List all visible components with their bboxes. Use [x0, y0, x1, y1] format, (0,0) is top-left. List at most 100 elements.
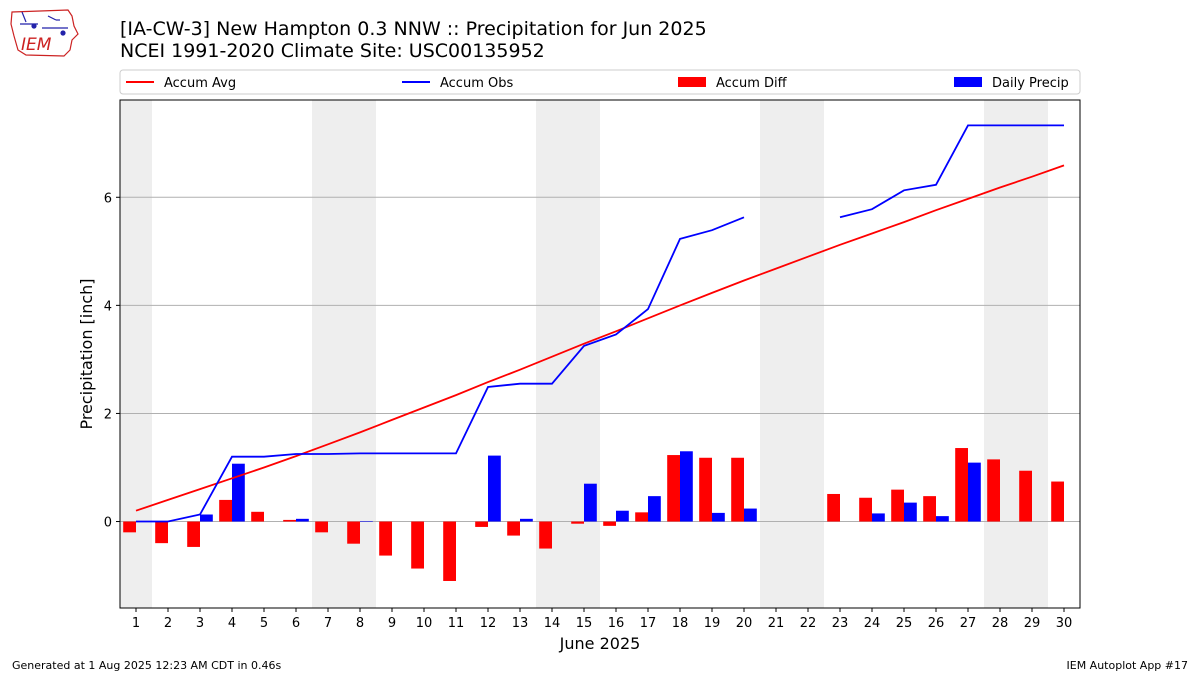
accum-diff-bar [283, 519, 296, 522]
x-tick-label: 12 [480, 616, 497, 631]
weekend-shade [792, 100, 824, 608]
accum-diff-bar [475, 521, 488, 527]
x-tick-label: 28 [992, 616, 1009, 631]
accum-diff-bar [251, 511, 264, 522]
daily-precip-bar [584, 483, 597, 522]
x-tick-label: 13 [512, 616, 529, 631]
x-tick-label: 16 [608, 616, 625, 631]
x-tick-label: 6 [292, 616, 300, 631]
accum-diff-bar [1051, 481, 1064, 522]
daily-precip-bar [872, 513, 885, 522]
accum-diff-bar [443, 521, 456, 581]
plot-frame [119, 99, 1081, 609]
x-tick-label: 17 [640, 616, 657, 631]
accum-diff-bar [891, 489, 904, 522]
x-tick-label: 23 [832, 616, 849, 631]
accum-diff-bar [635, 512, 648, 522]
accum-diff-bar [411, 521, 424, 569]
title-line-1: [IA-CW-3] New Hampton 0.3 NNW :: Precipi… [120, 18, 707, 40]
x-tick-label: 7 [324, 616, 332, 631]
y-tick-label: 2 [104, 407, 112, 422]
daily-precip-bar [936, 516, 949, 522]
daily-precip-bar [200, 514, 213, 522]
legend-label: Accum Diff [716, 76, 788, 91]
accum-diff-bar [667, 455, 680, 522]
accum-diff-bar [187, 521, 200, 547]
x-tick-label: 29 [1024, 616, 1041, 631]
x-tick-label: 27 [960, 616, 977, 631]
weekend-shade [1016, 100, 1048, 608]
accum-diff-bar [379, 521, 392, 556]
accum-diff-bar [539, 521, 552, 549]
chart-title: [IA-CW-3] New Hampton 0.3 NNW :: Precipi… [120, 18, 707, 62]
weekend-shade [568, 100, 600, 608]
daily-precip-bar [744, 508, 757, 522]
x-tick-label: 15 [576, 616, 593, 631]
y-tick-label: 6 [104, 191, 112, 206]
daily-precip-bar [488, 455, 501, 522]
accum-diff-bar [315, 521, 328, 533]
x-tick-label: 10 [416, 616, 433, 631]
accum-obs-line [136, 124, 1064, 523]
x-tick-label: 9 [388, 616, 396, 631]
x-tick-label: 19 [704, 616, 721, 631]
y-tick-label: 0 [104, 516, 112, 531]
x-axis-label: June 2025 [559, 634, 641, 653]
legend-swatch-bar [954, 77, 982, 87]
daily-precip-bar [360, 520, 373, 522]
legend-swatch-bar [678, 77, 706, 87]
x-tick-label: 4 [228, 616, 236, 631]
accum-diff-bar [827, 493, 840, 522]
x-tick-label: 5 [260, 616, 268, 631]
iem-logo: IEM [8, 6, 80, 58]
x-tick-label: 21 [768, 616, 785, 631]
daily-precip-bar [904, 502, 917, 522]
accum-diff-bar [603, 521, 616, 526]
legend-label: Daily Precip [992, 76, 1069, 91]
daily-precip-bar [232, 463, 245, 522]
x-tick-label: 30 [1056, 616, 1073, 631]
legend-box [119, 69, 1081, 95]
daily-precip-bar [648, 496, 661, 522]
daily-precip-bar [296, 518, 309, 522]
x-tick-label: 18 [672, 616, 689, 631]
weekend-shade [984, 100, 1016, 608]
y-tick-label: 4 [104, 299, 112, 314]
accum-avg-line [135, 164, 1065, 512]
accum-diff-bar [571, 521, 584, 524]
y-axis-label: Precipitation [inch] [77, 278, 96, 429]
x-tick-label: 8 [356, 616, 364, 631]
accum-diff-bar [219, 499, 232, 522]
accum-diff-bar [859, 497, 872, 522]
daily-precip-bar [680, 451, 693, 522]
logo-text: IEM [21, 35, 52, 55]
accum-diff-bar [987, 459, 1000, 522]
legend-label: Accum Avg [164, 76, 236, 91]
x-tick-label: 24 [864, 616, 881, 631]
accum-diff-bar [155, 521, 168, 544]
app-label: IEM Autoplot App #17 [1066, 659, 1189, 672]
daily-precip-bar [520, 518, 533, 522]
x-tick-label: 2 [164, 616, 172, 631]
x-tick-label: 25 [896, 616, 913, 631]
accum-diff-bar [1019, 470, 1032, 522]
x-tick-label: 22 [800, 616, 817, 631]
accum-diff-bar [923, 496, 936, 522]
accum-diff-bar [347, 521, 360, 544]
title-line-2: NCEI 1991-2020 Climate Site: USC00135952 [120, 40, 545, 62]
x-tick-label: 14 [544, 616, 561, 631]
accum-diff-bar [699, 457, 712, 522]
daily-precip-bar [616, 510, 629, 522]
daily-precip-bar [712, 512, 725, 522]
x-tick-label: 3 [196, 616, 204, 631]
accum-diff-bar [123, 521, 136, 533]
generated-timestamp: Generated at 1 Aug 2025 12:23 AM CDT in … [12, 659, 282, 672]
x-tick-label: 11 [448, 616, 465, 631]
accum-diff-bar [955, 448, 968, 522]
accum-diff-bar [731, 457, 744, 522]
x-tick-label: 26 [928, 616, 945, 631]
x-tick-label: 1 [132, 616, 140, 631]
legend-label: Accum Obs [440, 76, 513, 91]
x-tick-label: 20 [736, 616, 753, 631]
